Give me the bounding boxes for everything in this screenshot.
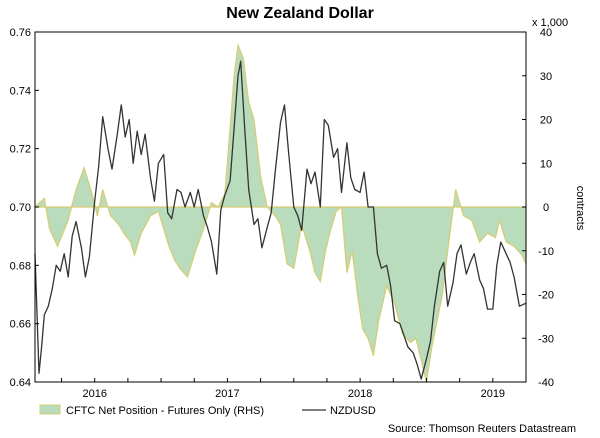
right-tick-label: -20	[538, 290, 554, 302]
left-tick-label: 0.64	[10, 377, 31, 389]
left-tick-label: 0.68	[10, 260, 31, 272]
right-tick-label: 20	[540, 115, 552, 127]
right-tick-label: 30	[540, 71, 552, 83]
right-tick-label: 0	[543, 202, 549, 214]
right-tick-label: -40	[538, 377, 554, 389]
right-tick-label: 40	[540, 27, 552, 39]
legend-swatch-area	[39, 404, 61, 415]
x-axis: 2016 2017 2018 2019	[61, 378, 527, 400]
legend-label-nzdusd: NZDUSD	[330, 405, 376, 417]
right-tick-label: -10	[538, 246, 554, 258]
x-tick-label: 2019	[481, 388, 505, 400]
right-axis-label: contracts	[574, 186, 586, 231]
nzdusd-line-series	[34, 60, 527, 380]
x-tick-label: 2018	[348, 388, 372, 400]
left-tick-label: 0.74	[10, 85, 31, 97]
left-tick-label: 0.70	[10, 202, 31, 214]
x-tick-label: 2016	[82, 388, 106, 400]
right-axis-unit: x 1,000	[532, 17, 568, 29]
source-note: Source: Thomson Reuters Datastream	[388, 423, 576, 435]
right-tick-label: 10	[540, 158, 552, 170]
nzdusd-line	[34, 60, 527, 380]
left-tick-label: 0.66	[10, 319, 31, 331]
right-tick-label: -30	[538, 333, 554, 345]
left-tick-label: 0.76	[10, 27, 31, 39]
left-axis: 0.64 0.66 0.68 0.70 0.72 0.74 0.76	[10, 27, 39, 389]
right-axis: -40 -30 -20 -10 0 10 20 30 40	[522, 27, 554, 389]
legend: CFTC Net Position - Futures Only (RHS) N…	[39, 404, 376, 417]
left-tick-label: 0.72	[10, 144, 31, 156]
x-tick-label: 2017	[215, 388, 239, 400]
chart-title: New Zealand Dollar	[226, 5, 374, 22]
legend-label-cftc: CFTC Net Position - Futures Only (RHS)	[66, 405, 264, 417]
cftc-area-series	[33, 42, 527, 383]
cftc-area	[33, 42, 527, 383]
